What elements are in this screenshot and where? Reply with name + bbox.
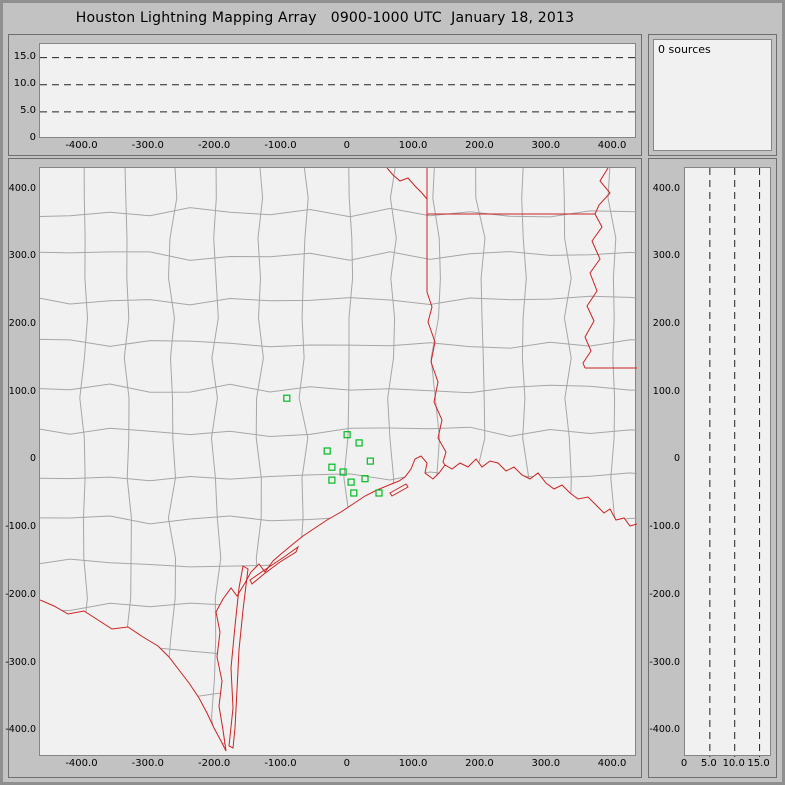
tick-label: 400.0 [597,140,627,151]
tick-label: 400.0 [597,758,627,769]
plan-view-map [40,168,637,752]
tick-label: 10.0 [722,758,745,769]
tick-label: 300.0 [531,758,561,769]
tick-label: -100.0 [264,140,297,151]
tick-label: 400.0 [8,182,36,194]
tick-label: 400.0 [652,182,680,194]
tick-label: 0 [680,758,688,769]
tick-label: 5.0 [20,104,36,116]
tick-label: 0 [343,140,350,151]
panel-source-count: 0 sources [648,34,777,156]
tick-label: 300.0 [531,140,561,151]
tick-label: 100.0 [398,758,428,769]
tick-label: -100.0 [264,758,297,769]
altitude-ew-plot[interactable] [39,43,637,138]
altitude-ew-gridlines [40,57,637,113]
tick-label: 10.0 [13,77,36,89]
tick-label: -200.0 [197,758,231,769]
tick-label: -400.0 [5,724,36,736]
county-boundaries [40,168,637,751]
tick-label: -400.0 [649,724,680,736]
tick-label: 300.0 [8,250,36,262]
tick-label: -300.0 [649,656,680,668]
tick-label: -400.0 [65,140,98,151]
tick-label: 200.0 [465,758,494,769]
tick-label: 15.0 [747,758,770,769]
tick-label: -100.0 [5,521,36,533]
plan-view-plot[interactable] [39,167,637,756]
tick-label: 300.0 [652,250,680,262]
state-borders-and-coastline [40,168,637,752]
panel-altitude-ns: 400.0 300.0 200.0 100.0 0 -100.0 -200.0 -300.0 -… [648,158,777,778]
source-count-label: 0 sources [658,43,711,56]
lma-station-markers [283,394,383,497]
source-count-box: 0 sources [653,39,772,151]
tick-label: 15.0 [13,50,36,62]
tick-label: -300.0 [131,758,164,769]
tick-label: 0 [29,453,36,465]
tick-label: 100.0 [652,385,680,397]
tick-label: 5.0 [700,758,717,769]
tick-label: 200.0 [652,318,680,330]
tick-label: -400.0 [65,758,98,769]
tick-label: -300.0 [5,656,36,668]
tick-label: -200.0 [5,588,36,600]
tick-label: -200.0 [197,140,231,151]
tick-label: 100.0 [398,140,428,151]
tick-label: 200.0 [465,140,494,151]
altitude-ns-gridlines [709,168,761,757]
panel-altitude-ew: 0 5.0 10.0 15.0 -400.0 -300.0 -200.0 -100.0 0 100… [8,34,642,156]
tick-label: 0 [673,453,680,465]
tick-label: 0 [343,758,350,769]
tick-label: -200.0 [649,588,680,600]
tick-label: 200.0 [8,318,36,330]
tick-label: -300.0 [131,140,164,151]
panel-plan-view: 400.0 300.0 200.0 100.0 0 -100.0 -200.0 -300.0 -… [5,158,642,778]
tick-label: -100.0 [649,521,680,533]
tick-label: 0 [29,132,36,143]
tick-label: 100.0 [8,385,36,397]
page-title: Houston Lightning Mapping Array 0900-100… [75,10,575,26]
altitude-ns-plot[interactable] [684,167,771,757]
